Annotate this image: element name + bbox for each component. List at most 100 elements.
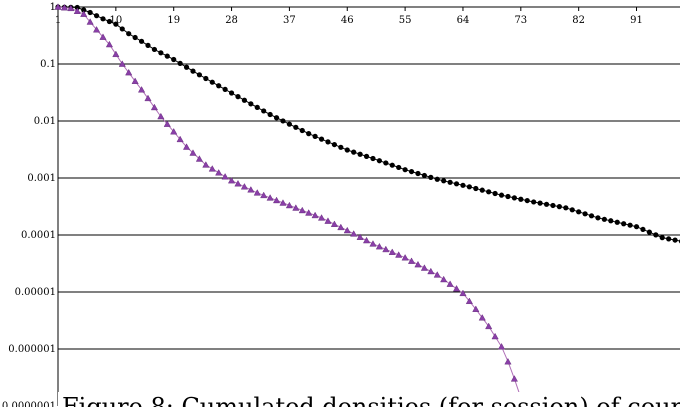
data-point	[633, 224, 640, 230]
data-point	[363, 153, 370, 159]
data-point	[595, 215, 601, 221]
x-tick-label: 55	[399, 15, 412, 26]
data-point	[113, 21, 119, 27]
caption-background	[58, 392, 680, 407]
data-point	[408, 168, 415, 175]
data-point	[389, 162, 395, 168]
data-point	[330, 220, 338, 227]
data-point	[498, 192, 505, 198]
data-point	[441, 178, 447, 184]
data-point	[653, 232, 659, 238]
data-point	[99, 33, 107, 40]
data-point	[260, 191, 268, 199]
data-point	[582, 211, 588, 217]
data-point	[54, 3, 62, 10]
x-tick-label: 19	[167, 15, 180, 26]
data-point	[576, 209, 582, 215]
data-point	[338, 144, 344, 150]
data-point	[408, 257, 416, 264]
data-point	[337, 223, 345, 231]
data-point	[447, 179, 453, 185]
data-point	[465, 297, 473, 304]
data-point	[93, 26, 101, 33]
data-point	[144, 94, 152, 102]
data-point	[511, 195, 517, 201]
data-point	[459, 289, 467, 297]
data-point	[343, 226, 351, 234]
data-point	[125, 68, 133, 76]
data-point	[433, 271, 441, 278]
data-point	[672, 237, 678, 243]
data-point	[171, 56, 177, 63]
y-tick-labels: 1 0.1 0.01 0.001 0.0001 0.00001 0.000001 0.0000…	[2, 2, 56, 407]
data-point	[363, 236, 371, 244]
data-point	[267, 111, 273, 118]
data-point	[504, 358, 512, 365]
data-point	[105, 40, 113, 48]
data-point	[118, 60, 126, 67]
data-point	[356, 233, 364, 240]
data-point	[195, 155, 203, 162]
data-point	[396, 164, 402, 171]
y-tick-label: 0.0001	[21, 230, 56, 241]
data-point	[163, 120, 171, 127]
data-point	[273, 196, 281, 204]
data-point	[126, 31, 132, 37]
data-point	[383, 160, 389, 166]
data-point	[473, 185, 479, 192]
y-tick-label: 0.001	[27, 173, 56, 184]
data-point	[228, 90, 235, 96]
figure-caption: Figure 8: Cumulated densities (for sessi…	[62, 393, 680, 407]
data-point	[228, 176, 236, 184]
data-point	[486, 189, 492, 195]
data-point	[621, 221, 627, 227]
y-tick-label: 0.000001	[8, 344, 56, 355]
data-point	[202, 161, 210, 168]
data-point	[305, 209, 313, 216]
data-point	[563, 205, 569, 211]
data-point	[491, 332, 499, 340]
data-point	[177, 60, 183, 66]
data-point	[420, 264, 428, 271]
data-point	[614, 219, 620, 225]
data-point	[87, 9, 93, 16]
data-point	[215, 169, 223, 176]
data-point	[414, 260, 422, 268]
data-point	[209, 79, 215, 85]
data-point	[375, 242, 383, 250]
data-point	[189, 149, 197, 156]
data-point	[285, 201, 293, 209]
data-point	[176, 135, 184, 143]
data-point	[86, 18, 94, 25]
data-point	[550, 202, 556, 209]
data-point	[466, 184, 472, 190]
data-point	[273, 115, 280, 121]
data-point	[472, 305, 480, 312]
series-line	[57, 6, 680, 242]
y-tick-label: 0.1	[40, 59, 56, 70]
data-point	[588, 213, 595, 219]
data-point	[93, 13, 100, 19]
data-point	[112, 50, 120, 58]
data-point	[150, 103, 158, 111]
data-point	[318, 214, 326, 221]
data-point	[543, 201, 550, 207]
data-point	[145, 42, 151, 48]
data-point	[640, 226, 646, 233]
y-tick-label: 0.01	[34, 116, 56, 127]
data-point	[497, 343, 506, 350]
data-point	[292, 204, 300, 211]
data-point	[183, 64, 190, 70]
data-point	[370, 155, 376, 162]
grid-lines	[58, 6, 680, 407]
data-point	[415, 170, 421, 177]
data-point	[280, 118, 286, 124]
x-tick-label: 37	[283, 15, 296, 26]
data-point	[170, 128, 178, 135]
data-point	[183, 143, 191, 150]
data-point	[434, 176, 440, 182]
data-point	[119, 26, 125, 32]
data-point	[158, 50, 164, 56]
data-point	[627, 222, 633, 228]
data-point	[446, 280, 454, 287]
